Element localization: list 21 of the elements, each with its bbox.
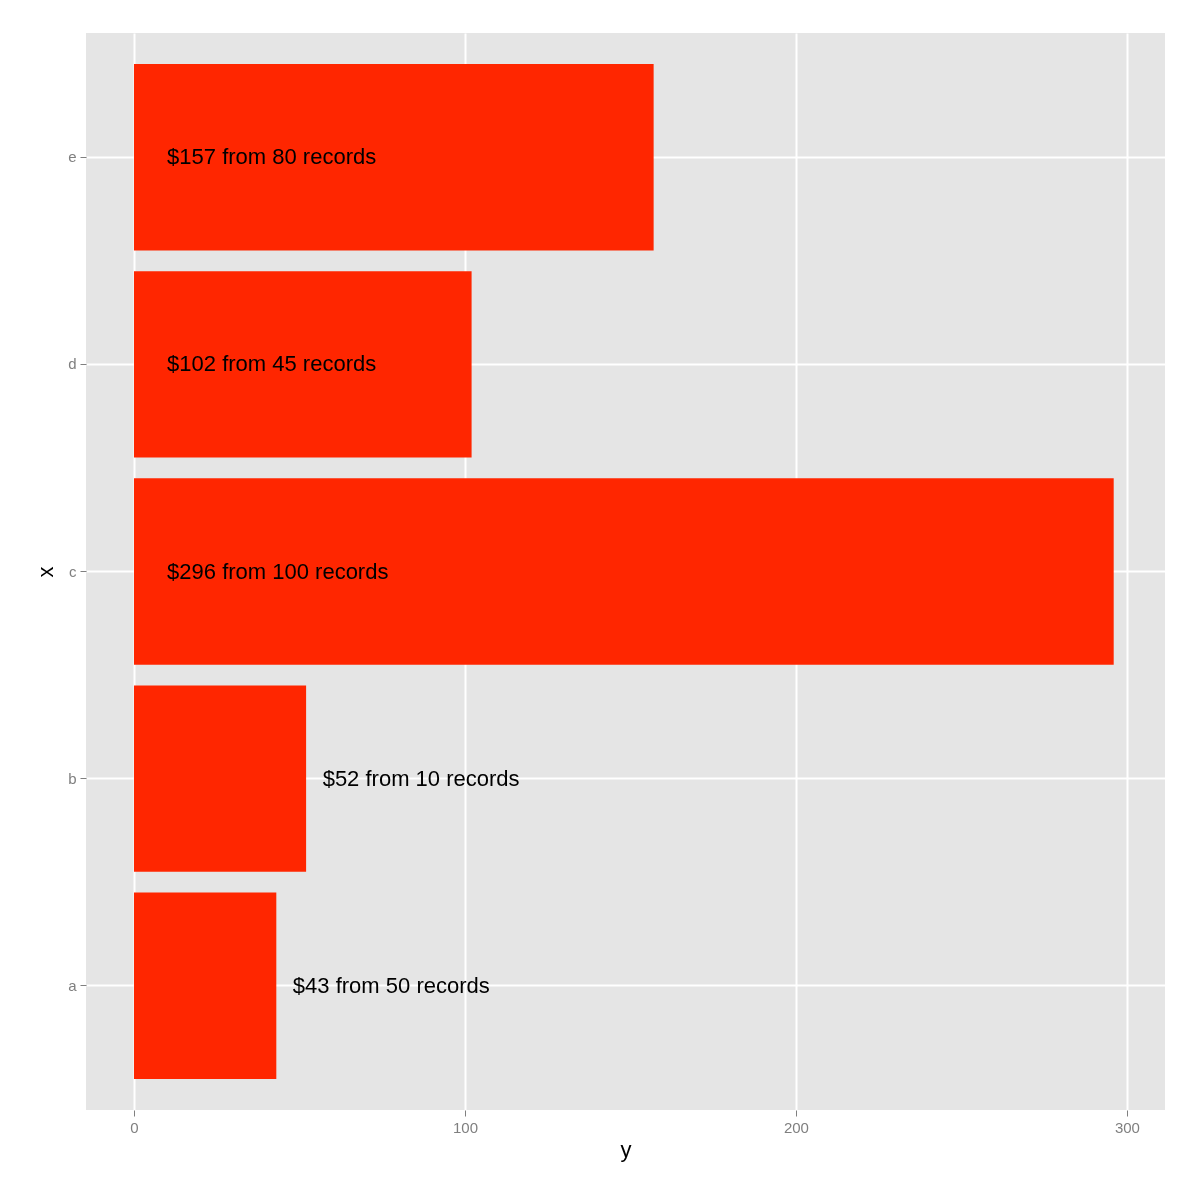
bar (133, 685, 307, 872)
y-tick-label: b (68, 769, 77, 787)
data-label: $43 from 50 records (292, 972, 490, 998)
bar (133, 478, 1114, 665)
y-tick-label: c (69, 562, 77, 580)
bar (133, 271, 472, 458)
x-axis-title: y (620, 1136, 632, 1162)
x-tick-label: 0 (130, 1118, 139, 1136)
bar (133, 892, 277, 1079)
x-tick-label: 100 (452, 1118, 478, 1136)
bar (133, 64, 654, 251)
x-tick-label: 300 (1114, 1118, 1140, 1136)
data-label: $157 from 80 records (167, 144, 377, 170)
data-label: $102 from 45 records (167, 351, 377, 377)
data-label: $52 from 10 records (322, 765, 520, 791)
data-label: $296 from 100 records (167, 558, 389, 584)
y-tick-label: a (68, 976, 78, 994)
y-tick-label: e (68, 148, 77, 166)
x-tick-label: 200 (783, 1118, 809, 1136)
y-axis-title: x (33, 566, 59, 578)
y-tick-label: d (68, 355, 77, 373)
